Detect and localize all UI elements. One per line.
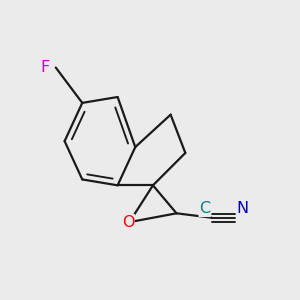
Text: F: F xyxy=(40,60,50,75)
Text: C: C xyxy=(199,201,210,216)
Text: O: O xyxy=(122,214,134,230)
Text: N: N xyxy=(237,201,249,216)
